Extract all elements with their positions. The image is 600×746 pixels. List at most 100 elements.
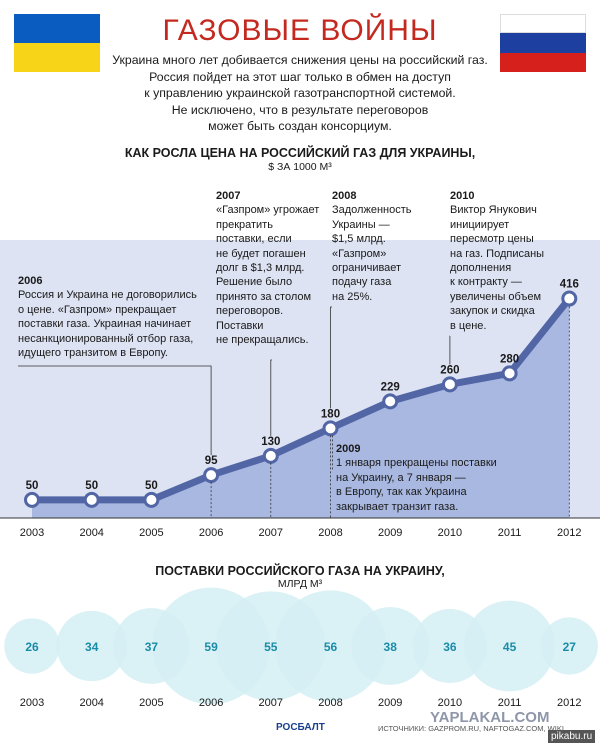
supply-value-label: 36 [443,640,457,654]
price-value-label: 130 [261,436,280,448]
price-value-label: 50 [85,480,98,492]
annotation-year: 2006 [18,275,43,287]
price-year-label: 2007 [259,527,283,539]
sources-text: ИСТОЧНИКИ: GAZPROM.RU, NAFTOGAZ.COM, WIK… [378,724,564,733]
intro-text: Украина много лет добивается снижения це… [112,52,488,135]
supply-bubble [351,607,430,685]
annotation-2009: 2009 1 января прекращены поставки на Украи… [336,442,506,514]
price-year-label: 2009 [378,527,402,539]
supply-year-label: 2003 [20,697,44,709]
annotation-line: на 25%. [332,290,373,303]
annotation-line: Поставки [216,319,264,332]
annotation-line: поставки газа. Украиная начинает [18,318,192,331]
price-line [28,295,573,504]
supply-year-label: 2012 [557,697,581,709]
supply-year-label: 2007 [259,697,283,709]
annotation-line: не будет погашен [216,247,306,260]
annotation-line: Украины — [332,218,390,231]
price-value-label: 50 [145,480,158,492]
price-point [561,290,578,307]
flag-russia [500,14,586,72]
annotation-2007: 2007 «Газпром» угрожает прекратить поставки… [216,189,326,347]
annotation-line: на газ. Подписаны [450,247,545,260]
annotation-line: о цене. «Газпром» прекращает [18,303,177,316]
supply-value-label: 34 [85,640,99,654]
annotation-line: закрывает транзит газа. [336,500,459,513]
price-year-label: 2008 [318,527,342,539]
annotation-leader [330,306,332,409]
intro-line: Украина много лет добивается снижения це… [112,53,488,67]
supply-value-label: 37 [145,640,159,654]
intro-line: к управлению украинской газотранспортной… [144,86,456,100]
supply-value-label: 38 [384,640,398,654]
annotation-line: Россия и Украина не договорились [18,289,197,302]
annotation-line: «Газпром» угрожает [216,204,320,217]
annotation-line: на Украину, а 7 января — [336,471,466,484]
price-value-label: 180 [321,408,340,420]
annotation-line: принято за столом [216,290,312,303]
intro-line: Россия пойдет на этот шаг только в обмен… [149,69,451,84]
price-point [24,491,40,508]
supply-bubble [56,610,127,682]
supply-value-label: 26 [25,640,39,654]
rosbalt-logo: РОСБАЛТ [276,722,325,733]
watermark-text: YAPLAKAL.COM [430,709,550,726]
annotation-line: долг в $1,3 млрд. [216,262,305,275]
supply-year-label: 2005 [139,697,163,709]
price-year-label: 2006 [199,527,223,539]
price-year-label: 2003 [20,527,44,539]
supply-value-label: 59 [204,640,218,654]
annotation-line: «Газпром» [332,247,387,260]
supply-value-label: 55 [264,640,278,654]
annotation-leader [270,359,272,436]
price-value-label: 95 [205,455,218,467]
price-point [382,393,399,410]
annotation-line: пересмотр цены [450,233,534,246]
price-chart-unit: $ ЗА 1000 М³ [268,161,332,173]
intro-line: Не исключено, что в результате переговор… [171,102,429,117]
price-point [143,491,160,508]
price-year-label: 2004 [79,527,103,539]
supply-year-label: 2011 [498,697,522,709]
annotation-line: прекратить [216,218,273,231]
annotation-year: 2009 [336,443,361,455]
price-point [83,491,100,508]
price-year-label: 2012 [557,527,581,539]
supply-bubble [4,618,60,674]
annotation-line: $1,5 млрд. [332,233,386,246]
supply-bubble [464,600,555,692]
annotation-year: 2008 [332,190,357,202]
annotation-line: дополнения [450,262,512,275]
price-point [262,447,279,464]
annotation-leader [18,365,212,456]
annotation-line: закупок и скидка [450,305,535,318]
price-point [441,376,458,393]
supply-chart-unit: МЛРД М³ [277,578,323,590]
flag-ukraine [14,14,100,72]
annotation-line: Виктор Янукович [450,204,537,217]
price-value-label: 280 [500,353,519,365]
price-year-label: 2005 [139,527,163,539]
annotation-line: несанкционированный отбор газа, [18,332,194,345]
supply-bubble [274,590,387,702]
supply-value-label: 56 [324,640,338,654]
price-value-label: 416 [560,279,579,291]
supply-year-label: 2010 [438,697,462,709]
annotation-2008: 2008 Задолженность Украины — $1,5 млрд. «Газ… [332,189,432,304]
supply-bubble [540,617,598,675]
annotation-2006: 2006 Россия и Украина не договорились о це… [18,274,218,360]
annotation-2010: 2010 Виктор Янукович инициирует пересмотр ц… [450,189,580,333]
price-value-label: 229 [381,381,400,393]
price-year-label: 2010 [438,527,462,539]
annotation-line: поставки, если [216,233,292,246]
intro-line: может быть создан консорциум. [208,119,392,133]
supply-year-label: 2004 [79,697,103,709]
annotation-year: 2007 [216,190,241,202]
price-value-label: 260 [440,364,459,376]
supply-year-label: 2006 [199,697,223,709]
annotation-line: 1 января прекращены поставки [336,457,497,470]
annotation-line: Решение было [216,276,293,289]
supply-year-label: 2008 [318,697,342,709]
price-point [322,420,339,437]
